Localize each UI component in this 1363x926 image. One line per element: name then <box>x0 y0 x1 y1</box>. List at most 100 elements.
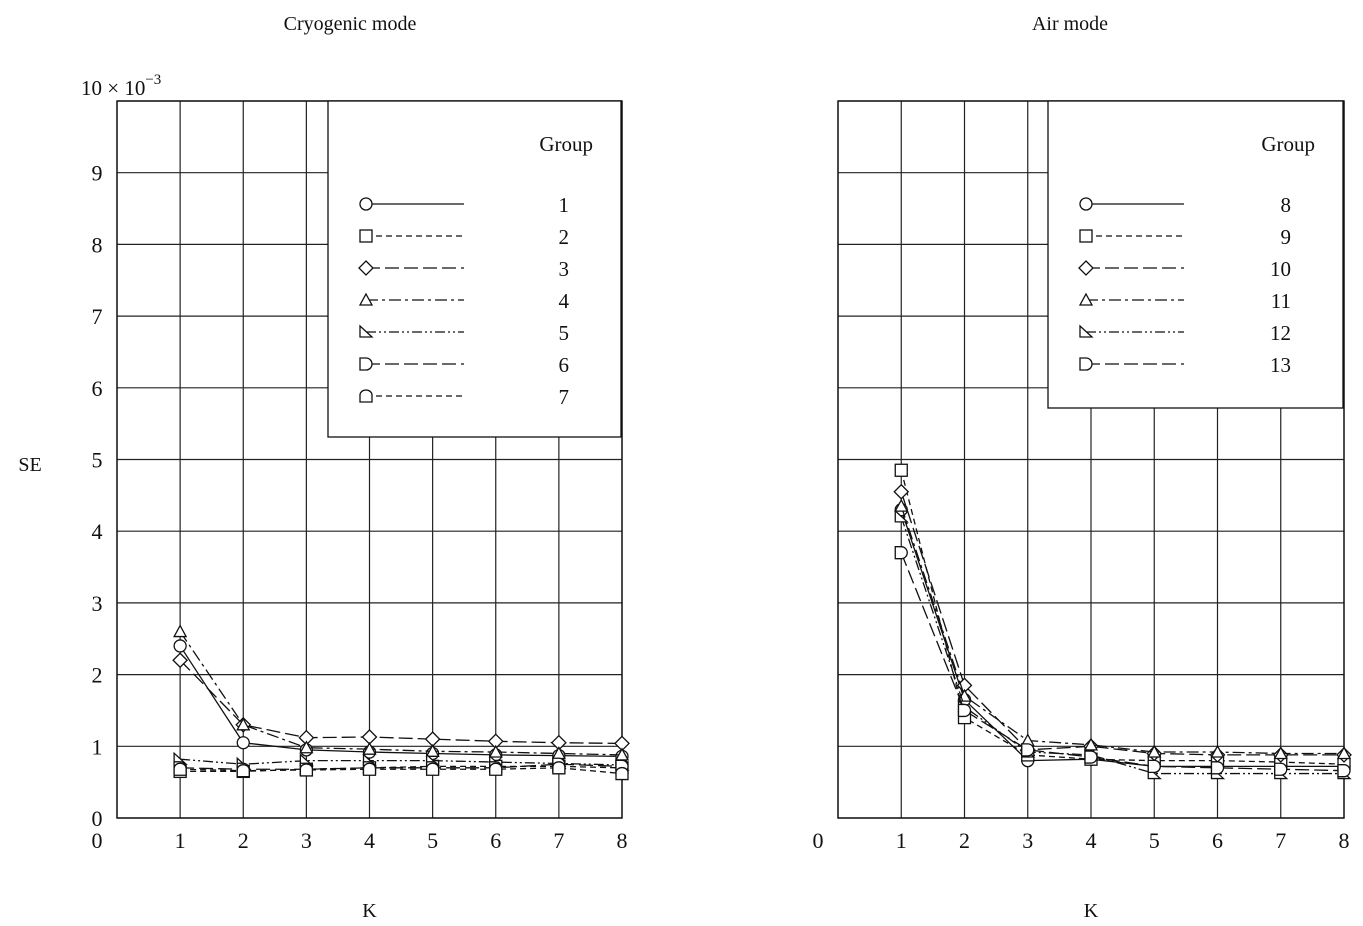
legend-label: 13 <box>1270 353 1291 377</box>
data-point-7 <box>173 762 187 776</box>
series-line-13 <box>900 552 1345 772</box>
data-point-11 <box>1083 737 1099 751</box>
series-line-6 <box>180 763 623 770</box>
legend-label: 12 <box>1270 321 1291 345</box>
y-tick-label: 8 <box>92 232 103 257</box>
x-tick-label: 0 <box>92 828 103 853</box>
data-point-1 <box>173 639 187 653</box>
legend-label: 7 <box>559 385 570 409</box>
x-tick-label: 6 <box>490 828 501 853</box>
y-axis-multiplier: 10 × 10−3 <box>81 72 161 100</box>
legend-marker-3 <box>358 260 374 276</box>
data-point-4 <box>173 624 188 638</box>
x-tick-label: 0 <box>813 828 824 853</box>
series-line-8 <box>900 509 1344 768</box>
y-tick-label: 0 <box>92 806 103 831</box>
x-axis-label: K <box>362 900 377 922</box>
legend-label: 11 <box>1271 289 1291 313</box>
data-point-7 <box>615 766 629 781</box>
x-tick-label: 4 <box>1086 828 1097 853</box>
cryogenic-chart: Cryogenic mode 0 1 2 3 4 5 6 7 8 0 1 2 3 4 5 6 7 8 9 10 × 10… <box>81 13 630 922</box>
x-tick-label: 4 <box>364 828 375 853</box>
x-tick-label: 5 <box>427 828 438 853</box>
x-tick-label: 6 <box>1212 828 1223 853</box>
data-point-13 <box>1021 743 1035 757</box>
x-tick-label: 3 <box>301 828 312 853</box>
x-tick-label: 7 <box>553 828 564 853</box>
data-point-4 <box>299 740 314 754</box>
series-line-11 <box>900 505 1344 755</box>
x-tick-label: 2 <box>959 828 970 853</box>
data-point-3 <box>172 652 189 669</box>
data-point-10 <box>893 483 910 500</box>
x-tick-label: 8 <box>617 828 628 853</box>
x-tick-label: 2 <box>238 828 249 853</box>
legend-box <box>1047 100 1344 409</box>
legend-marker-9 <box>1079 229 1093 243</box>
data-point-7 <box>425 762 440 776</box>
chart-title: Cryogenic mode <box>284 13 417 35</box>
data-point-1 <box>236 736 250 750</box>
data-point-11 <box>1147 744 1162 758</box>
series-line-7 <box>180 767 623 775</box>
y-tick-label: 7 <box>92 304 103 329</box>
series-line-3 <box>179 659 623 745</box>
legend-box <box>327 100 622 438</box>
legend-label: 10 <box>1270 257 1291 281</box>
legend-marker-6 <box>359 357 373 371</box>
legend-marker-5 <box>359 324 374 338</box>
series-line-4 <box>179 631 623 756</box>
data-point-4 <box>425 743 440 757</box>
legend-label: 2 <box>559 225 570 249</box>
legend-marker-8 <box>1079 197 1093 211</box>
y-axis-multiplier-exponent: −3 <box>145 72 161 88</box>
y-tick-label: 3 <box>92 591 103 616</box>
x-axis-label: K <box>1084 900 1099 922</box>
legend-label: 6 <box>559 353 570 377</box>
data-point-11 <box>1336 746 1352 760</box>
legend-label: 4 <box>559 289 570 313</box>
legend-label: 5 <box>559 321 570 345</box>
legend-label: 1 <box>559 193 570 217</box>
data-point-13 <box>1274 762 1288 776</box>
x-tick-label: 1 <box>896 828 907 853</box>
legend-marker-12 <box>1079 324 1094 338</box>
data-point-13 <box>1084 750 1098 764</box>
legend-title: Group <box>1261 132 1315 156</box>
data-point-7 <box>489 762 503 776</box>
y-tick-label: 5 <box>92 448 103 473</box>
x-tick-label: 1 <box>175 828 186 853</box>
shared-y-axis-label: SE <box>18 454 41 476</box>
data-point-7 <box>299 763 314 777</box>
data-point-12 <box>894 509 909 523</box>
legend-label: 3 <box>559 257 570 281</box>
data-point-4 <box>362 741 377 755</box>
data-point-11 <box>894 498 909 512</box>
legend-marker-2 <box>359 229 373 243</box>
x-tick-label: 5 <box>1149 828 1160 853</box>
legend-title: Group <box>539 132 593 156</box>
chart-title: Air mode <box>1032 13 1108 35</box>
legend-label: 9 <box>1281 225 1292 249</box>
data-point-7 <box>552 761 566 775</box>
data-point-13 <box>1210 761 1225 775</box>
data-point-4 <box>236 717 251 731</box>
y-tick-label: 1 <box>92 734 103 759</box>
series-line-1 <box>179 645 623 757</box>
data-point-13 <box>1337 764 1351 778</box>
y-tick-label: 2 <box>92 663 103 688</box>
series-line-9 <box>900 470 1345 765</box>
legend-label: 8 <box>1281 193 1292 217</box>
legend-marker-1 <box>359 197 373 211</box>
legend-marker-4 <box>358 292 374 306</box>
data-point-4 <box>488 744 503 758</box>
series-line-5 <box>180 758 623 766</box>
legend-marker-10 <box>1078 260 1094 276</box>
legend-marker-13 <box>1079 357 1093 371</box>
data-point-11 <box>1273 746 1288 760</box>
series-line-10 <box>900 491 1344 756</box>
data-point-13 <box>894 546 908 560</box>
y-tick-label: 4 <box>92 519 103 544</box>
